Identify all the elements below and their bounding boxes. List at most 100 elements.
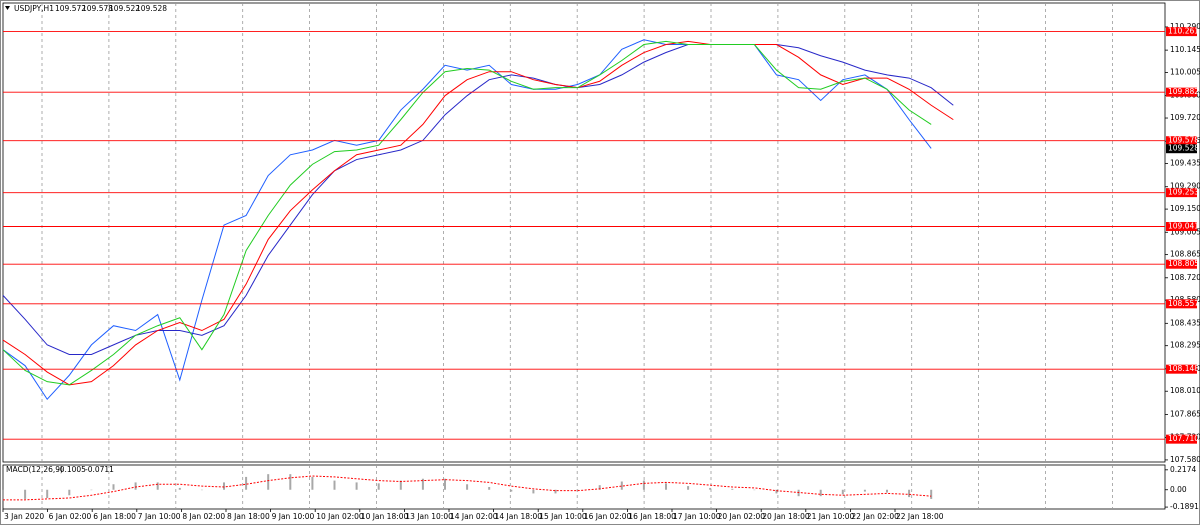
macd-bar — [178, 487, 181, 490]
y-tick-label: 110.290 — [1170, 22, 1200, 31]
ohlc-value: 109.528 — [136, 4, 167, 13]
price-line — [3, 475, 932, 501]
level-label: 109.578 — [1168, 136, 1199, 145]
x-tick-label: 6 Jan 02:00 — [49, 512, 92, 521]
ohlc-value: 109.522 — [109, 4, 140, 13]
macd-bar — [908, 489, 911, 498]
price-line — [2, 40, 954, 386]
macd-bar — [2, 489, 4, 501]
macd-bar — [642, 480, 645, 490]
macd-bar — [24, 489, 27, 499]
level-label: 107.710 — [1168, 434, 1199, 443]
macd-header-value: -0.1005 — [57, 465, 86, 474]
macd-bar — [466, 484, 469, 490]
y-tick-label: 109.290 — [1170, 182, 1200, 191]
y-tick-label: 108.435 — [1170, 318, 1200, 327]
level-label-box — [1166, 188, 1197, 198]
level-label-box — [1166, 364, 1197, 374]
macd-bar — [289, 474, 292, 490]
macd-bar — [311, 476, 314, 490]
macd-bar — [620, 481, 623, 490]
x-tick-label: 10 Jan 02:00 — [316, 512, 364, 521]
x-tick-label: 22 Jan 18:00 — [896, 512, 944, 521]
y-tick-label: 108.295 — [1170, 341, 1200, 350]
level-label: 109.253 — [1168, 188, 1199, 197]
macd-bar — [46, 489, 49, 498]
x-tick-label: 16 Jan 18:00 — [628, 512, 676, 521]
macd-bar — [377, 483, 380, 490]
macd-bar — [532, 489, 535, 494]
macd-y-tick-label: 0.2174 — [1170, 465, 1196, 474]
macd-bar — [444, 478, 446, 490]
level-label-box — [1166, 299, 1197, 309]
macd-bar — [598, 485, 601, 490]
macd-bar — [841, 489, 844, 495]
ohlc-value: 109.572 — [55, 4, 86, 13]
x-tick-label: 14 Jan 18:00 — [495, 512, 543, 521]
macd-bar — [156, 482, 159, 490]
macd-bar — [731, 488, 734, 490]
level-label: 108.557 — [1168, 299, 1199, 308]
macd-bar — [775, 489, 778, 494]
y-tick-label: 107.580 — [1170, 455, 1200, 464]
macd-bar — [134, 482, 137, 490]
macd-bar — [333, 480, 336, 490]
y-tick-label: 108.010 — [1170, 386, 1200, 395]
x-tick-label: 15 Jan 10:00 — [539, 512, 587, 521]
macd-bar — [245, 476, 248, 490]
current-price-box — [1166, 144, 1197, 154]
macd-bar — [930, 489, 933, 499]
y-tick-label: 108.865 — [1170, 250, 1200, 259]
level-label: 110.261 — [1168, 27, 1199, 36]
y-tick-label: 109.720 — [1170, 113, 1200, 122]
macd-bar — [687, 486, 690, 490]
x-tick-label: 8 Jan 18:00 — [227, 512, 270, 521]
macd-bar — [355, 482, 358, 490]
macd-bar — [554, 489, 557, 494]
macd-y-tick-label: 0.00 — [1170, 485, 1187, 494]
macd-bar — [267, 474, 270, 490]
macd-header-value: -0.0711 — [85, 465, 114, 474]
level-label: 108.805 — [1168, 259, 1199, 268]
macd-bar — [421, 478, 424, 490]
level-label-box — [1166, 27, 1197, 37]
level-label-box — [1166, 136, 1197, 146]
x-tick-label: 20 Jan 18:00 — [762, 512, 810, 521]
level-label-box — [1166, 259, 1197, 269]
y-tick-label: 109.005 — [1170, 227, 1200, 236]
macd-y-tick-label: -0.1891 — [1170, 502, 1199, 511]
vertical-grid — [41, 3, 1113, 509]
level-label: 109.882 — [1168, 87, 1199, 96]
price-line — [2, 39, 932, 401]
price-line — [2, 40, 932, 386]
y-tick-label: 109.150 — [1170, 204, 1200, 213]
macd-title: MACD(12,26,9) — [6, 465, 63, 474]
current-price-label: 109.528 — [1168, 144, 1199, 153]
ohlc-value: 109.578 — [82, 4, 113, 13]
x-tick-label: 14 Jan 02:00 — [450, 512, 498, 521]
symbol-menu-icon[interactable] — [5, 6, 10, 10]
y-tick-label: 108.720 — [1170, 273, 1200, 282]
x-tick-label: 6 Jan 18:00 — [93, 512, 136, 521]
level-label-box — [1166, 87, 1197, 97]
level-label: 108.148 — [1168, 364, 1199, 373]
macd-bar — [863, 489, 866, 492]
x-tick-label: 16 Jan 02:00 — [584, 512, 632, 521]
x-tick-label: 22 Jan 02:00 — [851, 512, 899, 521]
price-line — [2, 44, 954, 355]
macd-bar — [709, 487, 712, 490]
macd-bar — [665, 483, 667, 490]
x-tick-label: 21 Jan 10:00 — [807, 512, 855, 521]
x-tick-label: 8 Jan 02:00 — [182, 512, 225, 521]
macd-bar — [223, 482, 225, 490]
x-tick-label: 9 Jan 10:00 — [272, 512, 315, 521]
x-tick-label: 7 Jan 10:00 — [138, 512, 181, 521]
macd-bar — [488, 487, 491, 490]
macd-bar — [399, 480, 402, 490]
macd-bar — [68, 489, 71, 496]
level-label: 109.041 — [1168, 222, 1199, 231]
x-tick-label: 3 Jan 2020 — [4, 512, 44, 521]
symbol-label: USDJPY,H1 — [14, 4, 54, 13]
